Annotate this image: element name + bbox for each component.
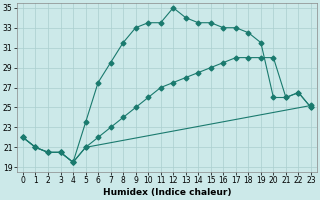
X-axis label: Humidex (Indice chaleur): Humidex (Indice chaleur) <box>103 188 231 197</box>
